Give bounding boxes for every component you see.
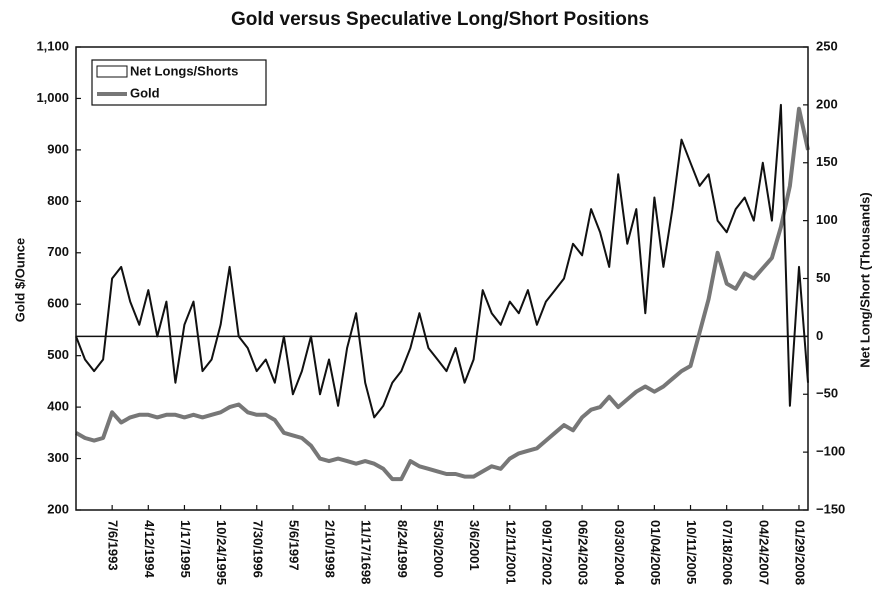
legend: Net Longs/Shorts Gold — [91, 59, 267, 106]
x-tick-label: 5/6/1997 — [286, 520, 301, 571]
x-tick-label: 5/30/2000 — [431, 520, 446, 578]
y2-tick-label: −150 — [816, 501, 845, 516]
x-tick-label: 12/11/2001 — [503, 520, 518, 584]
x-tick-label: 4/12/1994 — [142, 520, 157, 579]
y-tick-label: 300 — [47, 450, 69, 465]
x-tick-label: 06/24/2003 — [576, 520, 591, 585]
x-tick-label: 07/18/2006 — [720, 520, 735, 585]
x-tick-label: 01/04/2005 — [648, 520, 663, 585]
x-tick-label: 3/6/2001 — [467, 520, 482, 571]
legend-label: Net Longs/Shorts — [130, 63, 238, 78]
y2-tick-label: −100 — [816, 444, 845, 459]
x-tick-label: 1/17/1995 — [178, 520, 193, 578]
y2-tick-label: 200 — [816, 96, 838, 111]
y-tick-label: 500 — [47, 347, 69, 362]
y2-tick-label: 150 — [816, 154, 838, 169]
x-tick-label: 8/24/1999 — [395, 520, 410, 578]
y2-tick-label: 250 — [816, 38, 838, 53]
legend-swatch — [96, 65, 128, 78]
y-tick-label: 200 — [47, 501, 69, 516]
legend-label: Gold — [130, 85, 160, 100]
x-tick-label: 2/10/1998 — [323, 520, 338, 578]
x-tick-label: 7/30/1996 — [250, 520, 265, 578]
x-tick-label: 04/24/2007 — [756, 520, 771, 585]
x-tick-label: 01/29/2008 — [793, 520, 808, 585]
y-tick-label: 1,100 — [36, 38, 69, 53]
series-line — [74, 106, 810, 482]
x-tick-label: 09/17/2002 — [539, 520, 554, 585]
y-tick-label: 800 — [47, 193, 69, 208]
x-tick-label: 10/24/1995 — [214, 520, 229, 585]
y-tick-label: 1,000 — [36, 90, 69, 105]
y2-tick-label: 0 — [816, 328, 823, 343]
y2-tick-label: 100 — [816, 212, 838, 227]
y2-tick-label: −50 — [816, 386, 838, 401]
y-tick-label: 900 — [47, 141, 69, 156]
y-tick-label: 600 — [47, 296, 69, 311]
x-tick-label: 03/30/2004 — [612, 520, 627, 586]
x-tick-label: 10/11/2005 — [684, 520, 699, 584]
y-tick-label: 400 — [47, 399, 69, 414]
y2-axis-label: Net Long/Short (Thousands) — [857, 192, 872, 367]
y-tick-label: 700 — [47, 244, 69, 259]
series-line — [75, 103, 809, 419]
chart-title: Gold versus Speculative Long/Short Posit… — [231, 9, 649, 30]
x-tick-label: 7/6/1993 — [106, 520, 121, 571]
y-axis-label: Gold $/Ounce — [12, 238, 27, 323]
x-tick-label: 11/17/1698 — [359, 520, 374, 584]
plot-frame — [75, 46, 809, 511]
y2-tick-label: 50 — [816, 270, 830, 285]
